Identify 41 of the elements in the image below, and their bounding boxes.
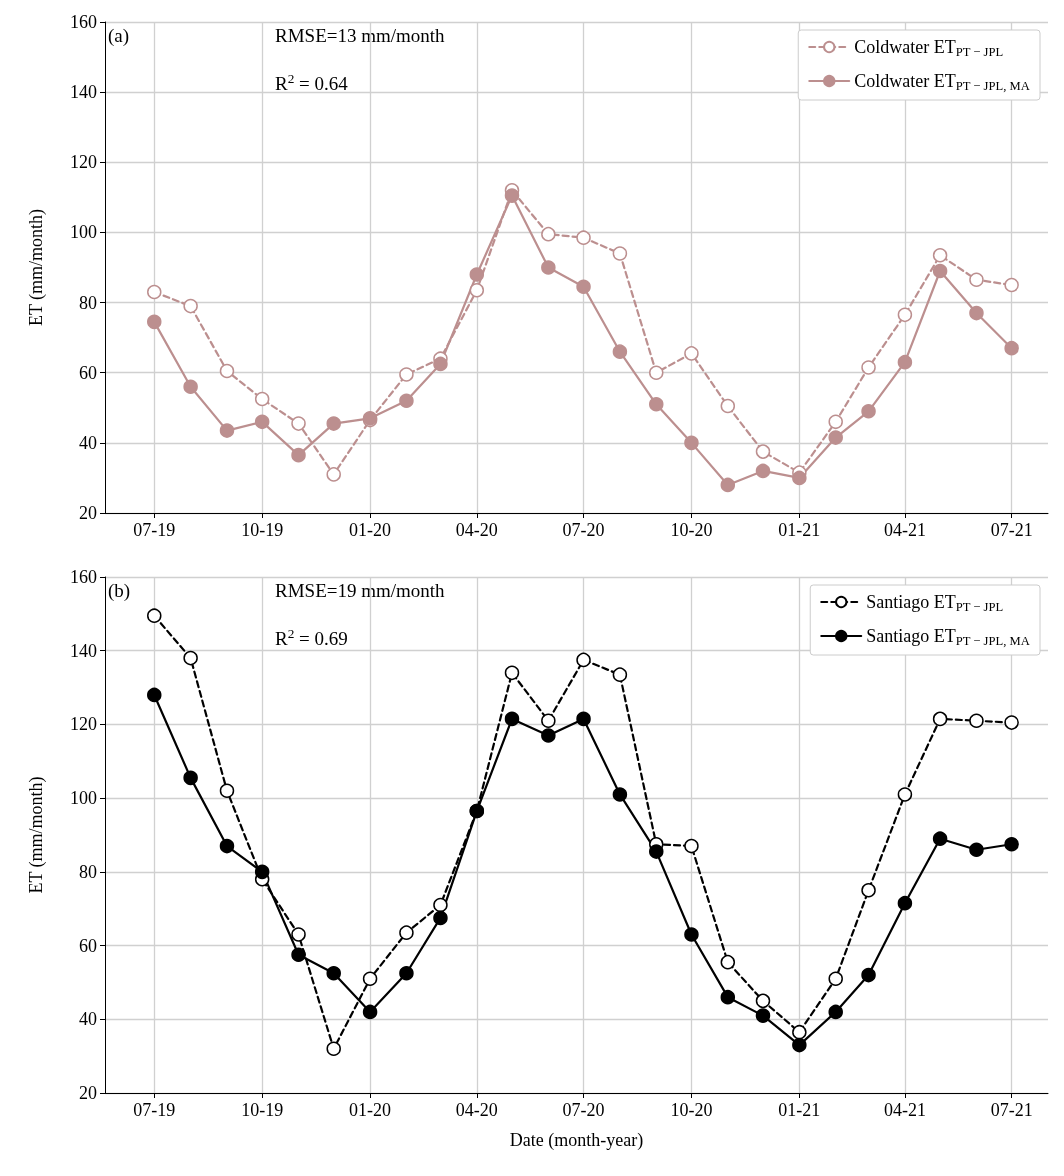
x-tick-label: 07-19: [133, 520, 176, 540]
x-tick-label: 07-21: [990, 520, 1033, 540]
x-tick-label: 07-21: [990, 1100, 1033, 1120]
x-tick-label: 07-20: [562, 520, 605, 540]
x-tick-label: 04-21: [883, 520, 926, 540]
x-tick-label: 10-19: [241, 1100, 284, 1120]
y-tick-label: 160: [70, 12, 97, 32]
y-tick-label: 100: [70, 222, 97, 243]
y-tick-label: 40: [79, 1009, 97, 1030]
annotation: RMSE=13 mm/month: [275, 25, 446, 46]
y-tick-label: 80: [79, 861, 97, 882]
x-tick-label: 07-19: [133, 1100, 176, 1120]
x-tick-label: 04-21: [883, 1100, 926, 1120]
y-tick-label: 120: [70, 152, 97, 173]
y-tick-label: 20: [79, 503, 97, 523]
x-tick-label: 10-20: [670, 520, 713, 540]
y-tick-label: 160: [70, 567, 97, 587]
y-tick-label: 60: [79, 362, 97, 383]
annotation: (a): [108, 25, 130, 47]
y-tick-label: 60: [79, 935, 97, 956]
y-tick-label: 100: [70, 788, 97, 809]
x-tick-label: 01-20: [349, 1100, 392, 1120]
x-tick-label: 04-20: [455, 1100, 498, 1120]
x-tick-label: 01-21: [778, 1100, 821, 1120]
x-tick-label: 04-20: [455, 520, 498, 540]
x-tick-label: 07-20: [562, 1100, 605, 1120]
y-tick-label: 120: [70, 714, 97, 735]
x-axis-title: Date (month-year): [509, 1130, 644, 1151]
y-tick-label: 40: [79, 432, 97, 453]
y-axis-title: ET (mm/month): [26, 776, 47, 894]
y-axis-title: ET (mm/month): [26, 208, 47, 327]
x-tick-label: 10-19: [241, 520, 284, 540]
y-tick-label: 20: [79, 1083, 97, 1103]
x-tick-label: 01-21: [778, 520, 821, 540]
annotation: (b): [108, 580, 131, 602]
y-tick-label: 140: [70, 640, 97, 661]
y-tick-label: 80: [79, 292, 97, 313]
x-tick-label: 10-20: [670, 1100, 713, 1120]
x-tick-label: 01-20: [349, 520, 392, 540]
y-tick-label: 140: [70, 82, 97, 103]
annotation: RMSE=19 mm/month: [275, 580, 446, 601]
